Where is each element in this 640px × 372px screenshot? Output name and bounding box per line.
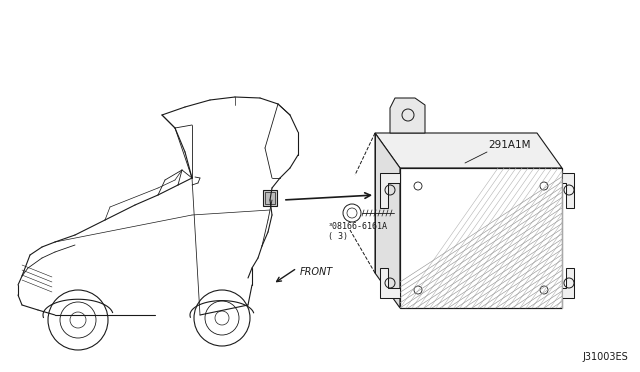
- Polygon shape: [375, 133, 562, 168]
- Text: FRONT: FRONT: [300, 267, 333, 277]
- Bar: [400, 168, 562, 308]
- Polygon shape: [380, 173, 400, 208]
- Bar: [263, 190, 277, 206]
- Polygon shape: [562, 268, 574, 298]
- Text: ³08166-6161A
( 3): ³08166-6161A ( 3): [328, 222, 388, 241]
- Bar: [400, 168, 562, 308]
- Polygon shape: [390, 98, 425, 133]
- Bar: [265, 192, 275, 204]
- Polygon shape: [562, 173, 574, 208]
- Polygon shape: [380, 268, 400, 298]
- Text: 291A1M: 291A1M: [488, 140, 531, 150]
- Bar: [400, 168, 562, 308]
- Polygon shape: [375, 133, 400, 308]
- Text: J31003ES: J31003ES: [582, 352, 628, 362]
